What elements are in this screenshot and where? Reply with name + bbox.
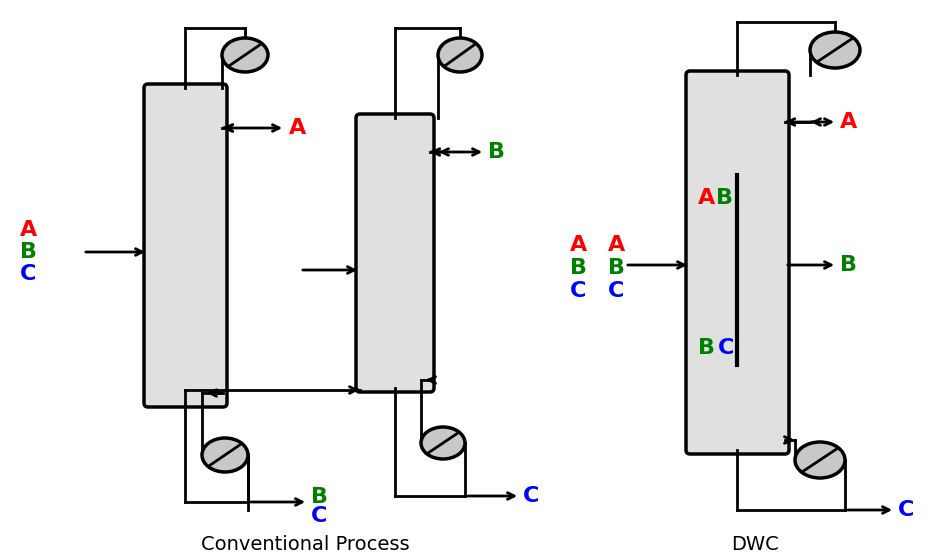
Text: B: B: [840, 255, 857, 275]
Text: Conventional Process: Conventional Process: [201, 536, 410, 555]
Text: C: C: [523, 486, 539, 506]
Text: C: C: [898, 500, 915, 520]
FancyBboxPatch shape: [356, 114, 434, 392]
Text: C: C: [20, 264, 37, 284]
Ellipse shape: [222, 38, 268, 72]
Ellipse shape: [202, 438, 248, 472]
Text: B: B: [716, 188, 733, 208]
Text: A: A: [289, 118, 306, 138]
Ellipse shape: [421, 427, 465, 459]
Text: C: C: [570, 281, 586, 301]
Text: A: A: [840, 112, 857, 132]
Text: A: A: [570, 235, 587, 255]
Text: B: B: [311, 487, 328, 507]
Ellipse shape: [810, 32, 860, 68]
Ellipse shape: [795, 442, 845, 478]
Ellipse shape: [438, 38, 482, 72]
Text: B: B: [20, 242, 37, 262]
Text: B: B: [488, 142, 505, 162]
Text: A: A: [608, 235, 625, 255]
Text: B: B: [698, 338, 715, 358]
FancyBboxPatch shape: [144, 84, 227, 407]
Text: B: B: [570, 258, 587, 278]
Text: C: C: [718, 338, 734, 358]
Text: C: C: [311, 506, 328, 526]
Text: DWC: DWC: [731, 536, 779, 555]
Text: A: A: [698, 188, 716, 208]
Text: B: B: [608, 258, 625, 278]
FancyBboxPatch shape: [686, 71, 789, 454]
Text: C: C: [608, 281, 624, 301]
Text: A: A: [20, 220, 37, 240]
